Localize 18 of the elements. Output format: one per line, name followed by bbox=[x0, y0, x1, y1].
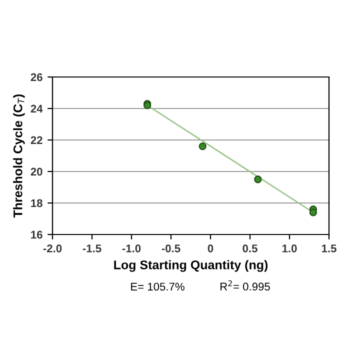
y-tick-label: 22 bbox=[30, 136, 42, 144]
y-tick-label: 26 bbox=[30, 73, 42, 82]
text: R$^{2}$= 0.995 bbox=[220, 280, 270, 291]
y-tick-label: 20 bbox=[30, 168, 42, 176]
y-tick-label: 24 bbox=[30, 104, 43, 113]
x-tick-label: 0 bbox=[208, 244, 214, 252]
y-axis-title: Threshold Cycle (C$_{T}$) bbox=[13, 94, 25, 218]
y-tick-label: 16 bbox=[31, 230, 42, 239]
text: E= 105.7% bbox=[131, 282, 184, 291]
x-tick-label: 0.5 bbox=[242, 244, 258, 252]
x-tick-label: 1.0 bbox=[282, 244, 297, 252]
x-tick-label: -2.0 bbox=[43, 244, 62, 252]
x-tick-label: 1.5 bbox=[322, 244, 336, 252]
y-tick-label: 18 bbox=[31, 199, 42, 208]
x-tick-label: -1.5 bbox=[82, 244, 102, 252]
x-tick-label: -1.0 bbox=[122, 244, 141, 252]
x-axis-title: Log Starting Quantity (ng) bbox=[114, 260, 268, 272]
x-tick-label: -0.5 bbox=[162, 244, 180, 252]
